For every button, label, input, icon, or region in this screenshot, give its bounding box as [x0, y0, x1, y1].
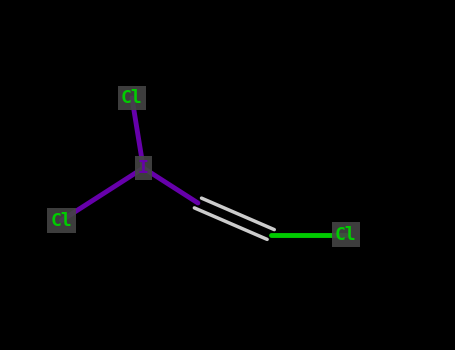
Text: Cl: Cl: [121, 89, 143, 107]
Text: Cl: Cl: [51, 211, 72, 230]
Text: Cl: Cl: [335, 225, 357, 244]
Text: I: I: [138, 159, 149, 177]
